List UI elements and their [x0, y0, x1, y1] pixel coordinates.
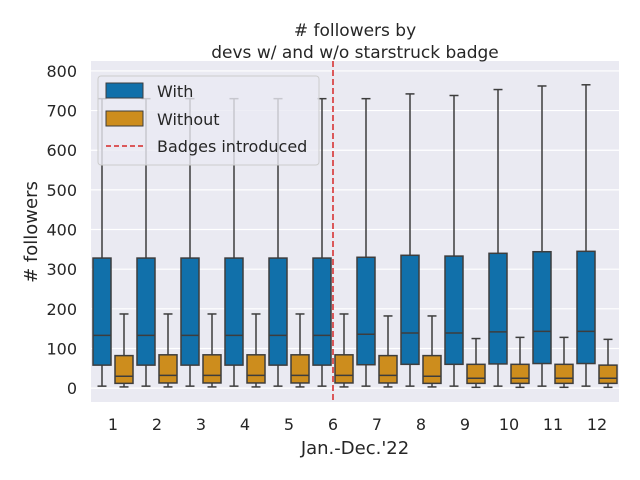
box-without [158, 313, 178, 388]
y-tick-label: 0 [67, 379, 77, 398]
x-tick-label: 3 [196, 415, 206, 434]
y-tick-label: 100 [46, 339, 77, 358]
legend-frame [97, 75, 320, 166]
y-tick-label: 500 [46, 181, 77, 200]
box-with [400, 93, 420, 387]
x-tick-label: 7 [372, 415, 382, 434]
y-axis-label: # followers [21, 181, 42, 283]
y-tick-label: 600 [46, 141, 77, 160]
legend-label-with: With [157, 82, 193, 101]
box-without [290, 313, 310, 388]
x-tick-label: 8 [416, 415, 426, 434]
x-tick-label: 6 [328, 415, 338, 434]
box-with [532, 85, 552, 387]
box-with [444, 94, 464, 387]
box-without [598, 338, 618, 389]
x-tick-label: 10 [499, 415, 519, 434]
y-tick-label: 300 [46, 260, 77, 279]
x-tick-label: 11 [543, 415, 563, 434]
x-tick-label: 2 [152, 415, 162, 434]
box-with [356, 97, 376, 387]
box-without [114, 313, 134, 388]
y-tick-label: 700 [46, 102, 77, 121]
x-tick-label: 4 [240, 415, 250, 434]
y-tick-label: 200 [46, 300, 77, 319]
chart-title-line-1: # followers by [294, 21, 416, 41]
x-tick-label: 1 [108, 415, 118, 434]
box-without [510, 336, 530, 389]
box-without [246, 313, 266, 388]
x-axis-label: Jan.-Dec.'22 [300, 438, 409, 459]
box-without [554, 336, 574, 389]
box-with [488, 88, 508, 387]
x-tick-label: 5 [284, 415, 294, 434]
box-without [422, 315, 442, 388]
legend-label-badges-introduced: Badges introduced [157, 137, 307, 156]
box-without [466, 337, 486, 389]
legend: With Without Badges introduced [97, 75, 320, 166]
legend-swatch-with [105, 82, 144, 99]
legend-swatch-without [105, 110, 144, 127]
chart-title-line-2: devs w/ and w/o starstruck badge [211, 43, 499, 63]
box-with [312, 97, 332, 387]
box-without [334, 313, 354, 388]
x-tick-label: 9 [460, 415, 470, 434]
y-tick-label: 800 [46, 62, 77, 81]
legend-label-without: Without [157, 110, 220, 129]
box-without [378, 315, 398, 388]
y-tick-label: 400 [46, 221, 77, 240]
box-without [202, 313, 222, 388]
box-with [576, 84, 596, 387]
x-tick-label: 12 [587, 415, 607, 434]
